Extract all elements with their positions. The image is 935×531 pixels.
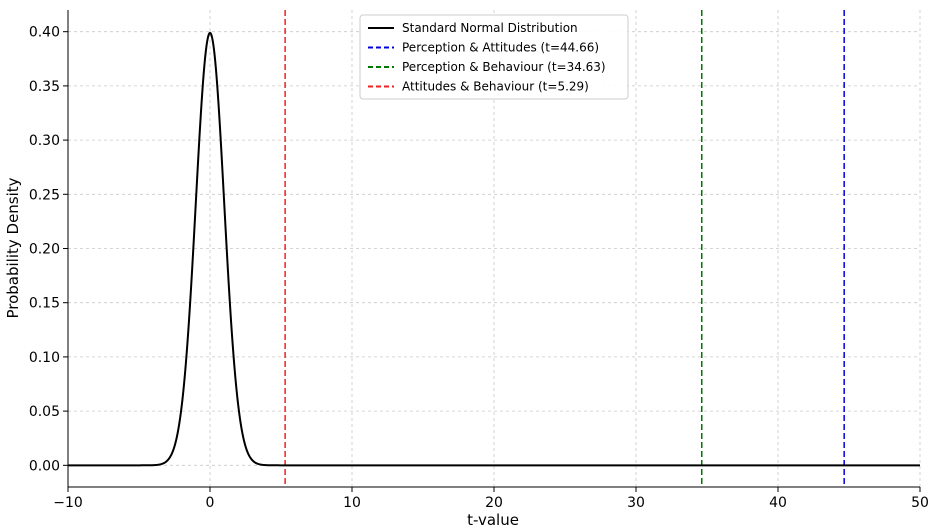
x-axis-ticks: −10 0 10 20 30 40 50 (53, 487, 929, 511)
legend-entry-label: Attitudes & Behaviour (t=5.29) (402, 80, 589, 94)
legend-entry-label: Standard Normal Distribution (402, 21, 578, 35)
y-tick-label: 0.40 (29, 25, 60, 41)
y-tick-label: 0.05 (29, 404, 60, 420)
x-tick-label: 10 (343, 495, 361, 511)
y-tick-label: 0.20 (29, 242, 60, 258)
y-axis-ticks: 0.00 0.05 0.10 0.15 0.20 0.25 0.30 0.35 0.40 (29, 25, 68, 474)
reference-lines (284, 10, 845, 487)
normal-curve-layer (68, 31, 920, 467)
y-tick-label: 0.00 (29, 458, 60, 474)
x-axis-title: t-value (467, 511, 519, 529)
y-axis-title: Probability Density (4, 177, 22, 318)
y-tick-label: 0.10 (29, 350, 60, 366)
x-tick-label: −10 (53, 495, 83, 511)
x-tick-label: 20 (485, 495, 503, 511)
legend-box (359, 14, 629, 100)
x-tick-label: 40 (769, 495, 787, 511)
legend-entry-label: Perception & Attitudes (t=44.66) (402, 41, 599, 55)
y-tick-label: 0.15 (29, 296, 60, 312)
legend: Standard Normal Distribution Perception &… (359, 14, 629, 100)
y-tick-label: 0.35 (29, 79, 60, 95)
y-tick-label: 0.30 (29, 133, 60, 149)
normal-curve-line (68, 31, 920, 467)
x-tick-label: 30 (627, 495, 645, 511)
legend-entry-label: Perception & Behaviour (t=34.63) (402, 60, 606, 74)
x-tick-label: 50 (911, 495, 929, 511)
y-tick-label: 0.25 (29, 187, 60, 203)
x-tick-label: 0 (206, 495, 215, 511)
